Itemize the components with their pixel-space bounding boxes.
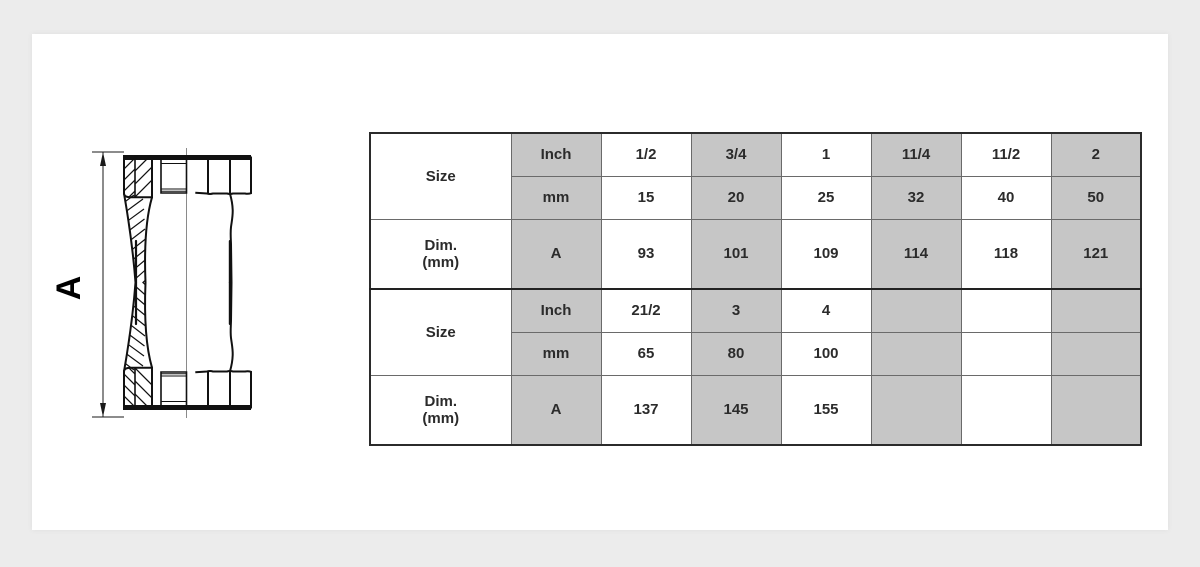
svg-text:A: A [50, 276, 88, 301]
